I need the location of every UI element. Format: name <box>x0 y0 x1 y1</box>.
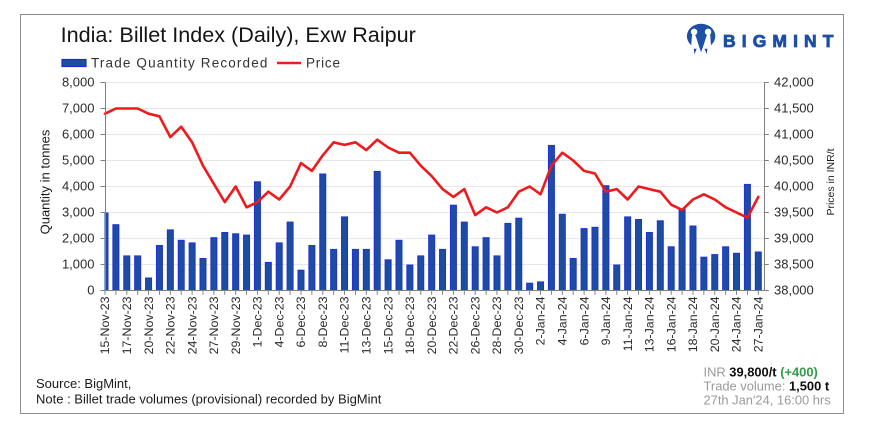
svg-text:5,000: 5,000 <box>62 153 95 168</box>
svg-text:27th Jan'24, 16:00 hrs: 27th Jan'24, 16:00 hrs <box>704 393 831 408</box>
svg-text:40,000: 40,000 <box>774 179 814 194</box>
svg-text:22-Nov-23: 22-Nov-23 <box>164 296 178 354</box>
svg-text:4-Jan-24: 4-Jan-24 <box>556 296 570 345</box>
svg-text:20-Nov-23: 20-Nov-23 <box>142 296 156 354</box>
svg-text:13-Dec-23: 13-Dec-23 <box>360 296 374 354</box>
svg-text:18-Dec-23: 18-Dec-23 <box>403 296 417 354</box>
svg-text:3,000: 3,000 <box>62 205 95 220</box>
svg-text:Trade Quantity Recorded: Trade Quantity Recorded <box>91 56 269 71</box>
svg-text:29-Nov-23: 29-Nov-23 <box>229 296 243 354</box>
svg-text:9-Jan-24: 9-Jan-24 <box>599 296 613 345</box>
svg-text:Note : Billet trade volumes (p: Note : Billet trade volumes (provisional… <box>36 392 382 407</box>
svg-text:Source: BigMint,: Source: BigMint, <box>36 376 131 391</box>
svg-text:40,500: 40,500 <box>774 153 814 168</box>
svg-text:6,000: 6,000 <box>62 127 95 142</box>
svg-text:11-Dec-23: 11-Dec-23 <box>338 296 352 353</box>
svg-text:2,000: 2,000 <box>62 231 95 246</box>
svg-text:2-Jan-24: 2-Jan-24 <box>534 296 548 345</box>
svg-text:17-Nov-23: 17-Nov-23 <box>120 296 134 354</box>
svg-text:13-Jan-24: 13-Jan-24 <box>643 296 657 352</box>
svg-text:6-Dec-23: 6-Dec-23 <box>294 296 308 347</box>
svg-text:15-Dec-23: 15-Dec-23 <box>381 296 395 354</box>
svg-text:28-Dec-23: 28-Dec-23 <box>490 296 504 354</box>
svg-text:27-Nov-23: 27-Nov-23 <box>207 296 221 354</box>
svg-text:42,000: 42,000 <box>774 75 814 90</box>
svg-text:Quantity in tonnes: Quantity in tonnes <box>38 129 53 234</box>
svg-text:7,000: 7,000 <box>62 101 95 116</box>
svg-text:Prices in INR/t: Prices in INR/t <box>825 148 837 215</box>
svg-text:39,000: 39,000 <box>774 231 814 246</box>
svg-text:30-Dec-23: 30-Dec-23 <box>512 296 526 354</box>
svg-text:Trade volume: 1,500 t: Trade volume: 1,500 t <box>704 379 830 394</box>
svg-text:1-Dec-23: 1-Dec-23 <box>251 296 265 347</box>
svg-text:41,000: 41,000 <box>774 127 814 142</box>
svg-text:39,500: 39,500 <box>774 205 814 220</box>
svg-text:8,000: 8,000 <box>62 75 95 90</box>
svg-text:0: 0 <box>87 283 94 298</box>
svg-text:1,000: 1,000 <box>62 257 95 272</box>
svg-text:38,500: 38,500 <box>774 257 814 272</box>
svg-text:16-Jan-24: 16-Jan-24 <box>664 296 678 352</box>
svg-text:18-Jan-24: 18-Jan-24 <box>686 296 700 352</box>
svg-text:27-Jan-24: 27-Jan-24 <box>752 296 766 352</box>
svg-text:4-Dec-23: 4-Dec-23 <box>272 296 286 347</box>
svg-text:22-Dec-23: 22-Dec-23 <box>447 296 461 354</box>
svg-text:24-Nov-23: 24-Nov-23 <box>185 296 199 354</box>
svg-text:20-Jan-24: 20-Jan-24 <box>708 296 722 352</box>
svg-text:India: Billet Index (Daily), E: India: Billet Index (Daily), Exw Raipur <box>61 22 416 47</box>
svg-text:Price: Price <box>306 56 341 71</box>
svg-text:4,000: 4,000 <box>62 179 95 194</box>
svg-text:15-Nov-23: 15-Nov-23 <box>98 296 112 354</box>
svg-text:24-Jan-24: 24-Jan-24 <box>730 296 744 352</box>
svg-text:11-Jan-24: 11-Jan-24 <box>621 296 635 351</box>
svg-text:BIGMINT: BIGMINT <box>723 31 840 51</box>
svg-text:20-Dec-23: 20-Dec-23 <box>425 296 439 354</box>
svg-text:6-Jan-24: 6-Jan-24 <box>577 296 591 345</box>
svg-text:8-Dec-23: 8-Dec-23 <box>316 296 330 347</box>
svg-text:38,000: 38,000 <box>774 283 814 298</box>
svg-text:41,500: 41,500 <box>774 101 814 116</box>
svg-text:26-Dec-23: 26-Dec-23 <box>468 296 482 354</box>
svg-text:INR 39,800/t (+400): INR 39,800/t (+400) <box>704 365 818 380</box>
